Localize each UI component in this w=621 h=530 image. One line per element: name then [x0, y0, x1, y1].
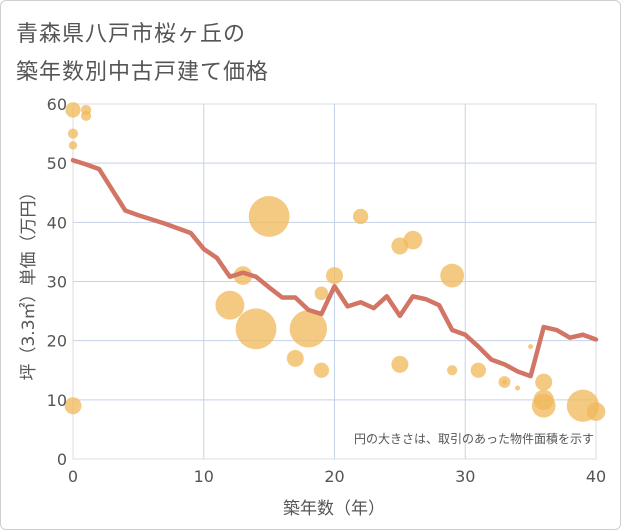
bubble-point: [233, 266, 253, 285]
chart-title-line-2: 築年数別中古戸建て価格: [16, 60, 270, 85]
bubble-point: [515, 385, 521, 391]
x-axis-label: 築年数（年）: [283, 499, 385, 519]
bubble-point: [403, 230, 423, 250]
bubble-point: [528, 344, 534, 350]
bubble-point: [391, 355, 409, 373]
trend-line-group: [70, 157, 599, 379]
bubble-point: [326, 267, 343, 285]
bubble-point: [68, 141, 78, 150]
average-price-line: [70, 157, 599, 379]
ticks: 0 10 20 30 40 0 10 20 30 40 50 60: [47, 95, 607, 486]
bubble-point: [286, 349, 304, 367]
bubble-point: [501, 379, 507, 385]
bubble-point: [314, 286, 329, 301]
y-tick-label: 10: [47, 391, 67, 410]
bubble-point: [289, 310, 328, 348]
bubble-point: [470, 362, 486, 378]
x-tick-label: 30: [455, 467, 475, 486]
y-tick-label: 60: [47, 95, 67, 114]
y-tick-label: 20: [47, 332, 67, 351]
bubble-point: [65, 102, 81, 118]
bubble-point: [440, 263, 465, 288]
bubble-point: [67, 128, 79, 139]
x-tick-label: 20: [324, 467, 344, 486]
y-tick-label: 50: [47, 154, 67, 173]
bubble-point: [313, 362, 330, 378]
bubble-point: [80, 110, 92, 121]
bubble-point: [535, 373, 553, 391]
bubble-point: [531, 393, 556, 418]
bubble-point: [447, 365, 458, 376]
y-tick-label: 30: [47, 273, 67, 292]
y-axis-label: 坪（3.3㎡）単価（万円）: [19, 183, 39, 380]
bubble-point: [235, 308, 277, 350]
bubbles: [64, 102, 606, 422]
bubble-point: [248, 196, 290, 237]
chart-title-line-1: 青森県八戸市桜ヶ丘の: [16, 22, 247, 47]
x-tick-label: 10: [194, 467, 214, 486]
x-tick-label: 40: [586, 467, 606, 486]
bubble-point: [64, 397, 82, 415]
x-tick-label: 0: [68, 467, 78, 486]
y-tick-label: 40: [47, 213, 67, 232]
y-tick-label: 0: [57, 450, 67, 469]
bubble-size-note: 円の大きさは、取引のあった物件面積を示す: [354, 431, 594, 446]
bubble-point: [353, 208, 369, 225]
bubble-point: [586, 402, 606, 422]
bubble-point: [215, 290, 245, 320]
